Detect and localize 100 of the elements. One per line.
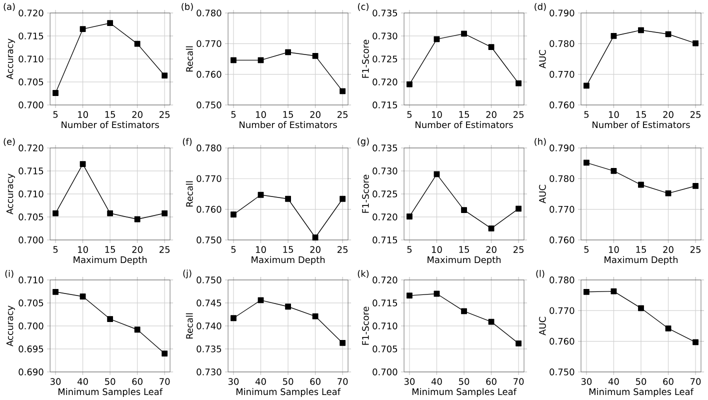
point (162, 210, 168, 216)
y-tick-label: 0.750 (196, 102, 222, 108)
chart-title: (j) (183, 270, 192, 278)
point (52, 90, 58, 96)
point (80, 294, 86, 300)
y-tick-label: 0.715 (18, 168, 44, 174)
x-tick-label: 5 (584, 111, 589, 118)
y-tick-label: 0.760 (196, 70, 222, 78)
x-tick-label: 30 (50, 378, 61, 386)
point (692, 339, 698, 346)
x-tick-label: 25 (338, 111, 348, 118)
x-tick-label: 10 (432, 246, 442, 254)
x-axis-title: Maximum Depth (252, 256, 325, 265)
y-tick-label: 0.790 (550, 144, 574, 152)
point (230, 315, 236, 322)
point (584, 289, 590, 295)
point (52, 210, 58, 216)
y-tick-label: 0.715 (372, 236, 398, 244)
y-axis-title: Recall (186, 181, 193, 207)
y-tick-label: 0.745 (196, 300, 222, 306)
x-tick-label: 5 (53, 111, 58, 118)
y-axis-title: Accuracy (6, 306, 15, 346)
y-tick-label: 0.735 (372, 144, 398, 152)
x-axis-title: Minimum Samples Leaf (58, 388, 163, 397)
point (80, 161, 86, 168)
point (230, 57, 236, 64)
point (80, 26, 86, 32)
x-tick-label: 40 (78, 378, 88, 386)
x-tick-label: 25 (160, 246, 170, 254)
point (665, 31, 672, 38)
y-axis-title: Recall (186, 313, 193, 339)
point (285, 196, 291, 202)
chart-title: (i) (5, 270, 14, 278)
point (162, 72, 168, 79)
y-tick-label: 0.770 (196, 175, 222, 182)
point (692, 40, 698, 46)
y-tick-label: 0.715 (372, 102, 398, 108)
y-tick-label: 0.710 (18, 190, 44, 198)
y-tick-label: 0.760 (550, 236, 574, 244)
y-tick-label: 0.705 (18, 214, 44, 220)
y-tick-label: 0.700 (18, 322, 44, 330)
y-tick-label: 0.690 (18, 368, 44, 376)
y-tick-label: 0.780 (196, 10, 222, 16)
point (312, 234, 318, 241)
x-tick-label: 15 (283, 246, 293, 253)
y-tick-label: 0.780 (550, 40, 574, 48)
point (340, 340, 346, 346)
x-tick-label: 10 (432, 111, 442, 118)
point (107, 316, 114, 322)
x-tick-label: 25 (160, 111, 170, 118)
x-tick-label: 25 (513, 111, 524, 118)
y-tick-label: 0.735 (372, 10, 398, 16)
point (134, 326, 140, 333)
y-tick-label: 0.705 (18, 78, 44, 86)
y-tick-label: 0.725 (372, 56, 398, 62)
y-tick-label: 0.720 (372, 78, 398, 86)
point (107, 20, 114, 26)
point (134, 216, 140, 222)
x-tick-label: 25 (513, 246, 524, 254)
y-axis-title: Accuracy (6, 174, 15, 214)
x-tick-label: 50 (105, 378, 116, 386)
y-tick-label: 0.720 (372, 214, 398, 220)
x-tick-label: 70 (690, 378, 701, 386)
y-tick-label: 0.770 (550, 307, 574, 314)
y-tick-label: 0.770 (196, 40, 222, 48)
point (107, 210, 114, 216)
y-tick-label: 0.710 (18, 276, 44, 284)
point (406, 292, 412, 299)
chart-title: (e) (4, 138, 15, 146)
point (638, 182, 644, 188)
y-axis-title: F1-Score (362, 174, 369, 213)
point (638, 305, 644, 312)
point (340, 88, 346, 94)
x-axis-title: Number of Estimators (62, 121, 159, 128)
y-tick-label: 0.735 (196, 346, 222, 352)
point (488, 226, 494, 232)
y-tick-label: 0.750 (196, 236, 222, 244)
x-tick-label: 15 (283, 111, 293, 118)
x-tick-label: 40 (608, 378, 619, 386)
x-tick-label: 5 (53, 246, 58, 253)
y-tick-label: 0.780 (196, 144, 222, 152)
point (610, 168, 617, 174)
x-axis-title: Minimum Samples Leaf (589, 388, 694, 397)
y-axis-title: AUC (539, 316, 546, 336)
x-tick-label: 60 (310, 378, 320, 386)
x-tick-label: 20 (310, 246, 320, 254)
point (434, 171, 440, 178)
y-axis-title: F1-Score (362, 306, 369, 345)
x-tick-label: 5 (584, 246, 589, 253)
y-tick-label: 0.700 (18, 102, 44, 108)
x-tick-label: 10 (608, 246, 619, 254)
point (406, 81, 412, 88)
point (461, 207, 467, 214)
x-axis-title: Maximum Depth (74, 256, 147, 265)
point (258, 192, 264, 198)
chart-title: (b) (182, 3, 193, 12)
y-tick-label: 0.790 (550, 10, 574, 16)
point (692, 183, 698, 190)
y-axis-title: Recall (186, 46, 193, 72)
x-axis-title: Number of Estimators (592, 121, 690, 128)
